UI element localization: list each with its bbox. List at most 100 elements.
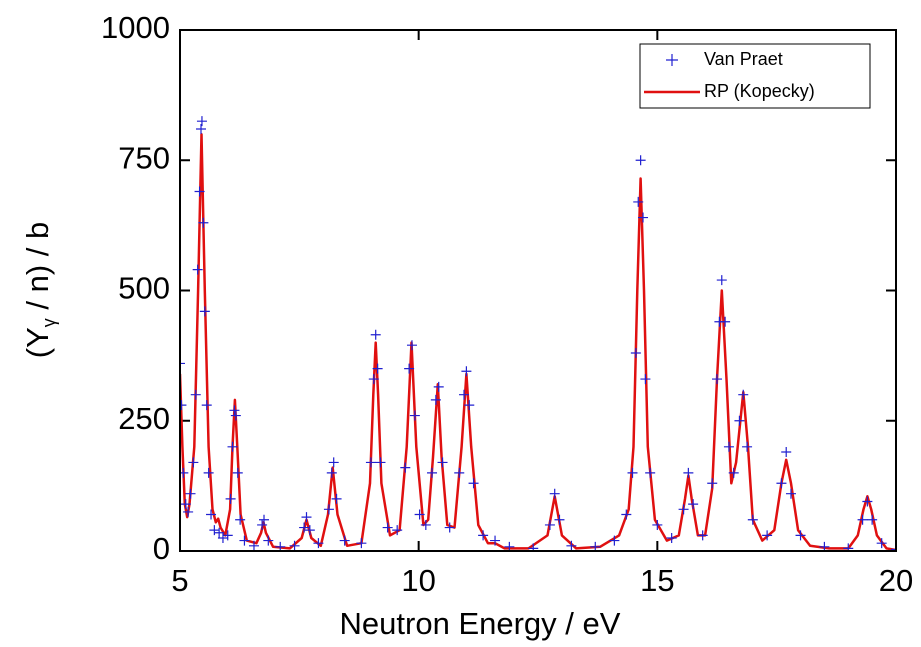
y-tick-label: 250 xyxy=(118,401,170,436)
data-point xyxy=(323,504,334,515)
data-point xyxy=(468,478,479,489)
data-point xyxy=(490,535,501,546)
data-point xyxy=(430,394,441,405)
data-point xyxy=(368,374,379,385)
data-point xyxy=(328,457,339,468)
legend-label: Van Praet xyxy=(704,49,783,69)
data-point xyxy=(180,358,185,369)
data-point xyxy=(409,410,420,421)
data-point xyxy=(217,532,228,543)
data-point xyxy=(180,499,191,510)
y-tick-label: 750 xyxy=(118,140,170,175)
x-tick-label: 20 xyxy=(879,563,913,598)
data-point xyxy=(742,441,753,452)
data-point xyxy=(232,467,243,478)
data-point xyxy=(785,488,796,499)
plot-frame xyxy=(179,29,897,552)
data-point xyxy=(248,540,259,551)
data-point xyxy=(263,535,274,546)
data-point xyxy=(461,366,472,377)
data-point xyxy=(720,316,731,327)
legend-box xyxy=(639,43,871,109)
data-point xyxy=(627,467,638,478)
data-point xyxy=(201,400,212,411)
data-point xyxy=(313,538,324,549)
data-point xyxy=(190,389,201,400)
data-point xyxy=(795,530,806,541)
data-point xyxy=(478,530,489,541)
data-point xyxy=(326,467,337,478)
data-point xyxy=(370,329,381,340)
data-point xyxy=(566,540,577,551)
data-point xyxy=(209,525,220,536)
y-tick-label: 1000 xyxy=(101,10,170,45)
data-point xyxy=(406,340,417,351)
data-point xyxy=(185,488,196,499)
y-label-rest: / n) / b xyxy=(20,222,55,318)
data-point xyxy=(437,457,448,468)
data-point xyxy=(747,514,758,525)
data-point xyxy=(697,530,708,541)
data-point xyxy=(738,389,749,400)
data-point xyxy=(528,543,539,551)
data-point xyxy=(382,522,393,533)
data-point xyxy=(400,462,411,473)
y-axis-label: (Yγ / n) / b xyxy=(20,222,59,358)
data-point xyxy=(257,519,268,530)
data-point xyxy=(203,467,214,478)
data-point xyxy=(712,374,722,385)
data-point xyxy=(427,467,438,478)
data-point xyxy=(404,363,415,374)
data-point xyxy=(239,535,250,546)
data-point xyxy=(640,374,651,385)
data-point xyxy=(683,467,694,478)
data-point xyxy=(762,530,773,541)
data-point xyxy=(299,522,310,533)
data-point xyxy=(222,530,233,541)
data-point xyxy=(180,400,187,411)
data-point xyxy=(225,493,236,504)
data-point xyxy=(196,116,207,127)
data-point xyxy=(183,506,194,517)
data-point xyxy=(192,264,203,275)
data-point xyxy=(331,493,342,504)
data-point xyxy=(454,467,465,478)
x-axis-label: Neutron Energy / eV xyxy=(340,606,621,641)
data-point xyxy=(414,509,425,520)
data-point xyxy=(554,514,565,525)
legend-label: RP (Kopecky) xyxy=(704,81,815,101)
legend-marker xyxy=(666,54,678,66)
data-point xyxy=(609,535,620,546)
data-point xyxy=(259,514,270,525)
data-point xyxy=(781,447,792,458)
data-point xyxy=(728,467,739,478)
plot-area xyxy=(180,116,896,551)
data-point xyxy=(229,405,240,416)
data-point xyxy=(375,457,386,468)
data-point xyxy=(230,410,241,421)
data-point xyxy=(716,275,727,286)
data-point xyxy=(392,525,403,536)
data-point xyxy=(420,519,431,530)
data-point xyxy=(289,540,300,551)
data-point xyxy=(301,512,312,523)
y-tick-label: 0 xyxy=(153,531,170,566)
data-point xyxy=(638,212,649,223)
data-point xyxy=(635,155,646,166)
data-point xyxy=(206,509,217,520)
data-point xyxy=(356,538,367,549)
y-label-sub: γ xyxy=(39,318,59,327)
x-tick-label: 5 xyxy=(171,563,188,598)
data-point xyxy=(372,363,383,374)
data-point xyxy=(235,514,246,525)
data-point xyxy=(194,186,205,197)
data-point xyxy=(621,509,632,520)
data-point xyxy=(196,123,207,134)
data-point xyxy=(645,467,656,478)
data-point xyxy=(199,306,210,317)
data-point xyxy=(227,441,238,452)
data-point xyxy=(339,535,350,546)
data-point xyxy=(549,488,560,499)
